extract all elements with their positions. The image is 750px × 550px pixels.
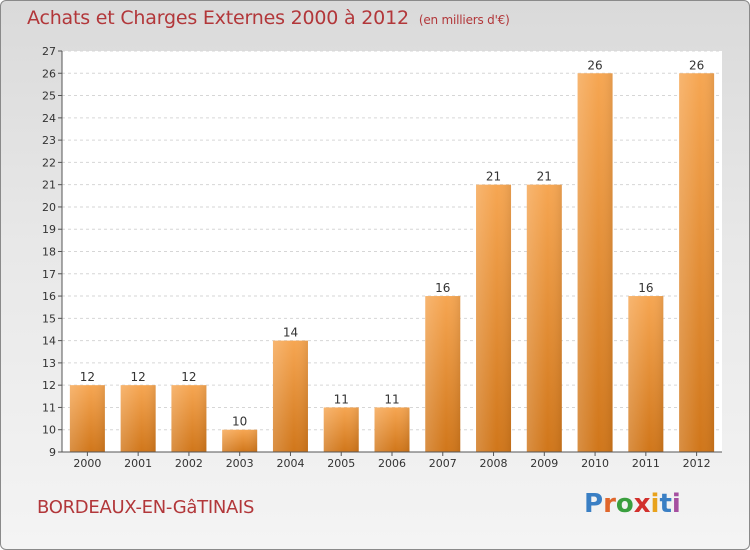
bar-shade xyxy=(679,73,715,453)
bar-shade xyxy=(171,385,207,452)
x-tick-label: 2003 xyxy=(226,457,254,470)
y-tick-label: 15 xyxy=(42,312,56,325)
chart-subtitle: (en milliers d'€) xyxy=(418,13,510,27)
logo-letter: r xyxy=(603,489,616,519)
bar-shade xyxy=(476,184,512,452)
y-tick-label: 11 xyxy=(42,401,56,414)
axes: 9 10 11 12 13 14 15 16 17 18 19 20 21 22 23 24 25 26 27 200… xyxy=(42,45,722,470)
x-tick-label: 2005 xyxy=(327,457,355,470)
bar-shade xyxy=(425,296,461,452)
y-tick-label: 24 xyxy=(42,112,56,125)
y-tick-label: 10 xyxy=(42,424,56,437)
x-tick-label: 2002 xyxy=(175,457,203,470)
x-tick-label: 2004 xyxy=(276,457,304,470)
y-tick-label: 22 xyxy=(42,156,56,169)
bar-value-label: 11 xyxy=(334,392,349,406)
y-tick-label: 13 xyxy=(42,357,56,370)
y-tick-label: 27 xyxy=(42,45,56,58)
y-tick-label: 16 xyxy=(42,290,56,303)
bar-shade xyxy=(222,429,258,452)
bar-shade xyxy=(323,407,359,452)
chart-title: Achats et Charges Externes 2000 à 2012 (e… xyxy=(27,7,510,29)
logo-letter: i xyxy=(650,489,660,519)
y-tick-label: 19 xyxy=(42,223,56,236)
bar-shade xyxy=(628,296,664,452)
y-tick-label: 9 xyxy=(49,446,56,459)
x-tick-label: 2008 xyxy=(480,457,508,470)
y-tick-label: 21 xyxy=(42,179,56,192)
bar-shade xyxy=(69,385,105,452)
logo-letter: t xyxy=(659,489,672,519)
bar-value-label: 12 xyxy=(131,370,146,384)
city-name: BORDEAUX-EN-GâTINAIS xyxy=(37,497,255,518)
bar-shade xyxy=(272,340,308,452)
y-tick-label: 20 xyxy=(42,201,56,214)
y-tick-label: 23 xyxy=(42,134,56,147)
bar-shade xyxy=(374,407,410,452)
y-tick-label: 26 xyxy=(42,67,56,80)
bar-value-label: 26 xyxy=(689,58,704,72)
bar-value-label: 16 xyxy=(435,281,450,295)
bar-value-label: 14 xyxy=(283,326,298,340)
bar-shade xyxy=(577,73,613,453)
logo-letter: i xyxy=(671,489,681,519)
bar-value-label: 11 xyxy=(384,392,399,406)
bar-value-label: 10 xyxy=(232,415,247,429)
bar-shade xyxy=(120,385,156,452)
x-tick-label: 2007 xyxy=(429,457,457,470)
bar-value-label: 12 xyxy=(181,370,196,384)
bar-value-label: 26 xyxy=(587,58,602,72)
x-tick-label: 2006 xyxy=(378,457,406,470)
x-tick-label: 2011 xyxy=(632,457,660,470)
proxiti-logo: Proxiti xyxy=(584,489,681,519)
x-tick-label: 2010 xyxy=(581,457,609,470)
grid-lines xyxy=(62,50,722,453)
logo-letter: x xyxy=(633,489,651,519)
x-tick-label: 2012 xyxy=(683,457,711,470)
bar-value-label: 21 xyxy=(486,170,501,184)
bar-shade xyxy=(526,184,562,452)
y-tick-label: 25 xyxy=(42,90,56,103)
logo-letter: P xyxy=(584,489,604,519)
y-tick-label: 17 xyxy=(42,268,56,281)
x-tick-label: 2001 xyxy=(124,457,152,470)
x-tick-label: 2000 xyxy=(73,457,101,470)
y-tick-label: 12 xyxy=(42,379,56,392)
bars: 12 12 12 10 14 11 11 16 21 21 26 16 26 xyxy=(69,58,715,453)
bar-value-label: 16 xyxy=(638,281,653,295)
x-tick-label: 2009 xyxy=(530,457,558,470)
y-tick-label: 14 xyxy=(42,335,56,348)
bar-value-label: 12 xyxy=(80,370,95,384)
logo-letter: o xyxy=(615,489,634,519)
y-tick-label: 18 xyxy=(42,246,56,259)
chart-title-text: Achats et Charges Externes 2000 à 2012 xyxy=(27,7,409,29)
bar-value-label: 21 xyxy=(537,170,552,184)
